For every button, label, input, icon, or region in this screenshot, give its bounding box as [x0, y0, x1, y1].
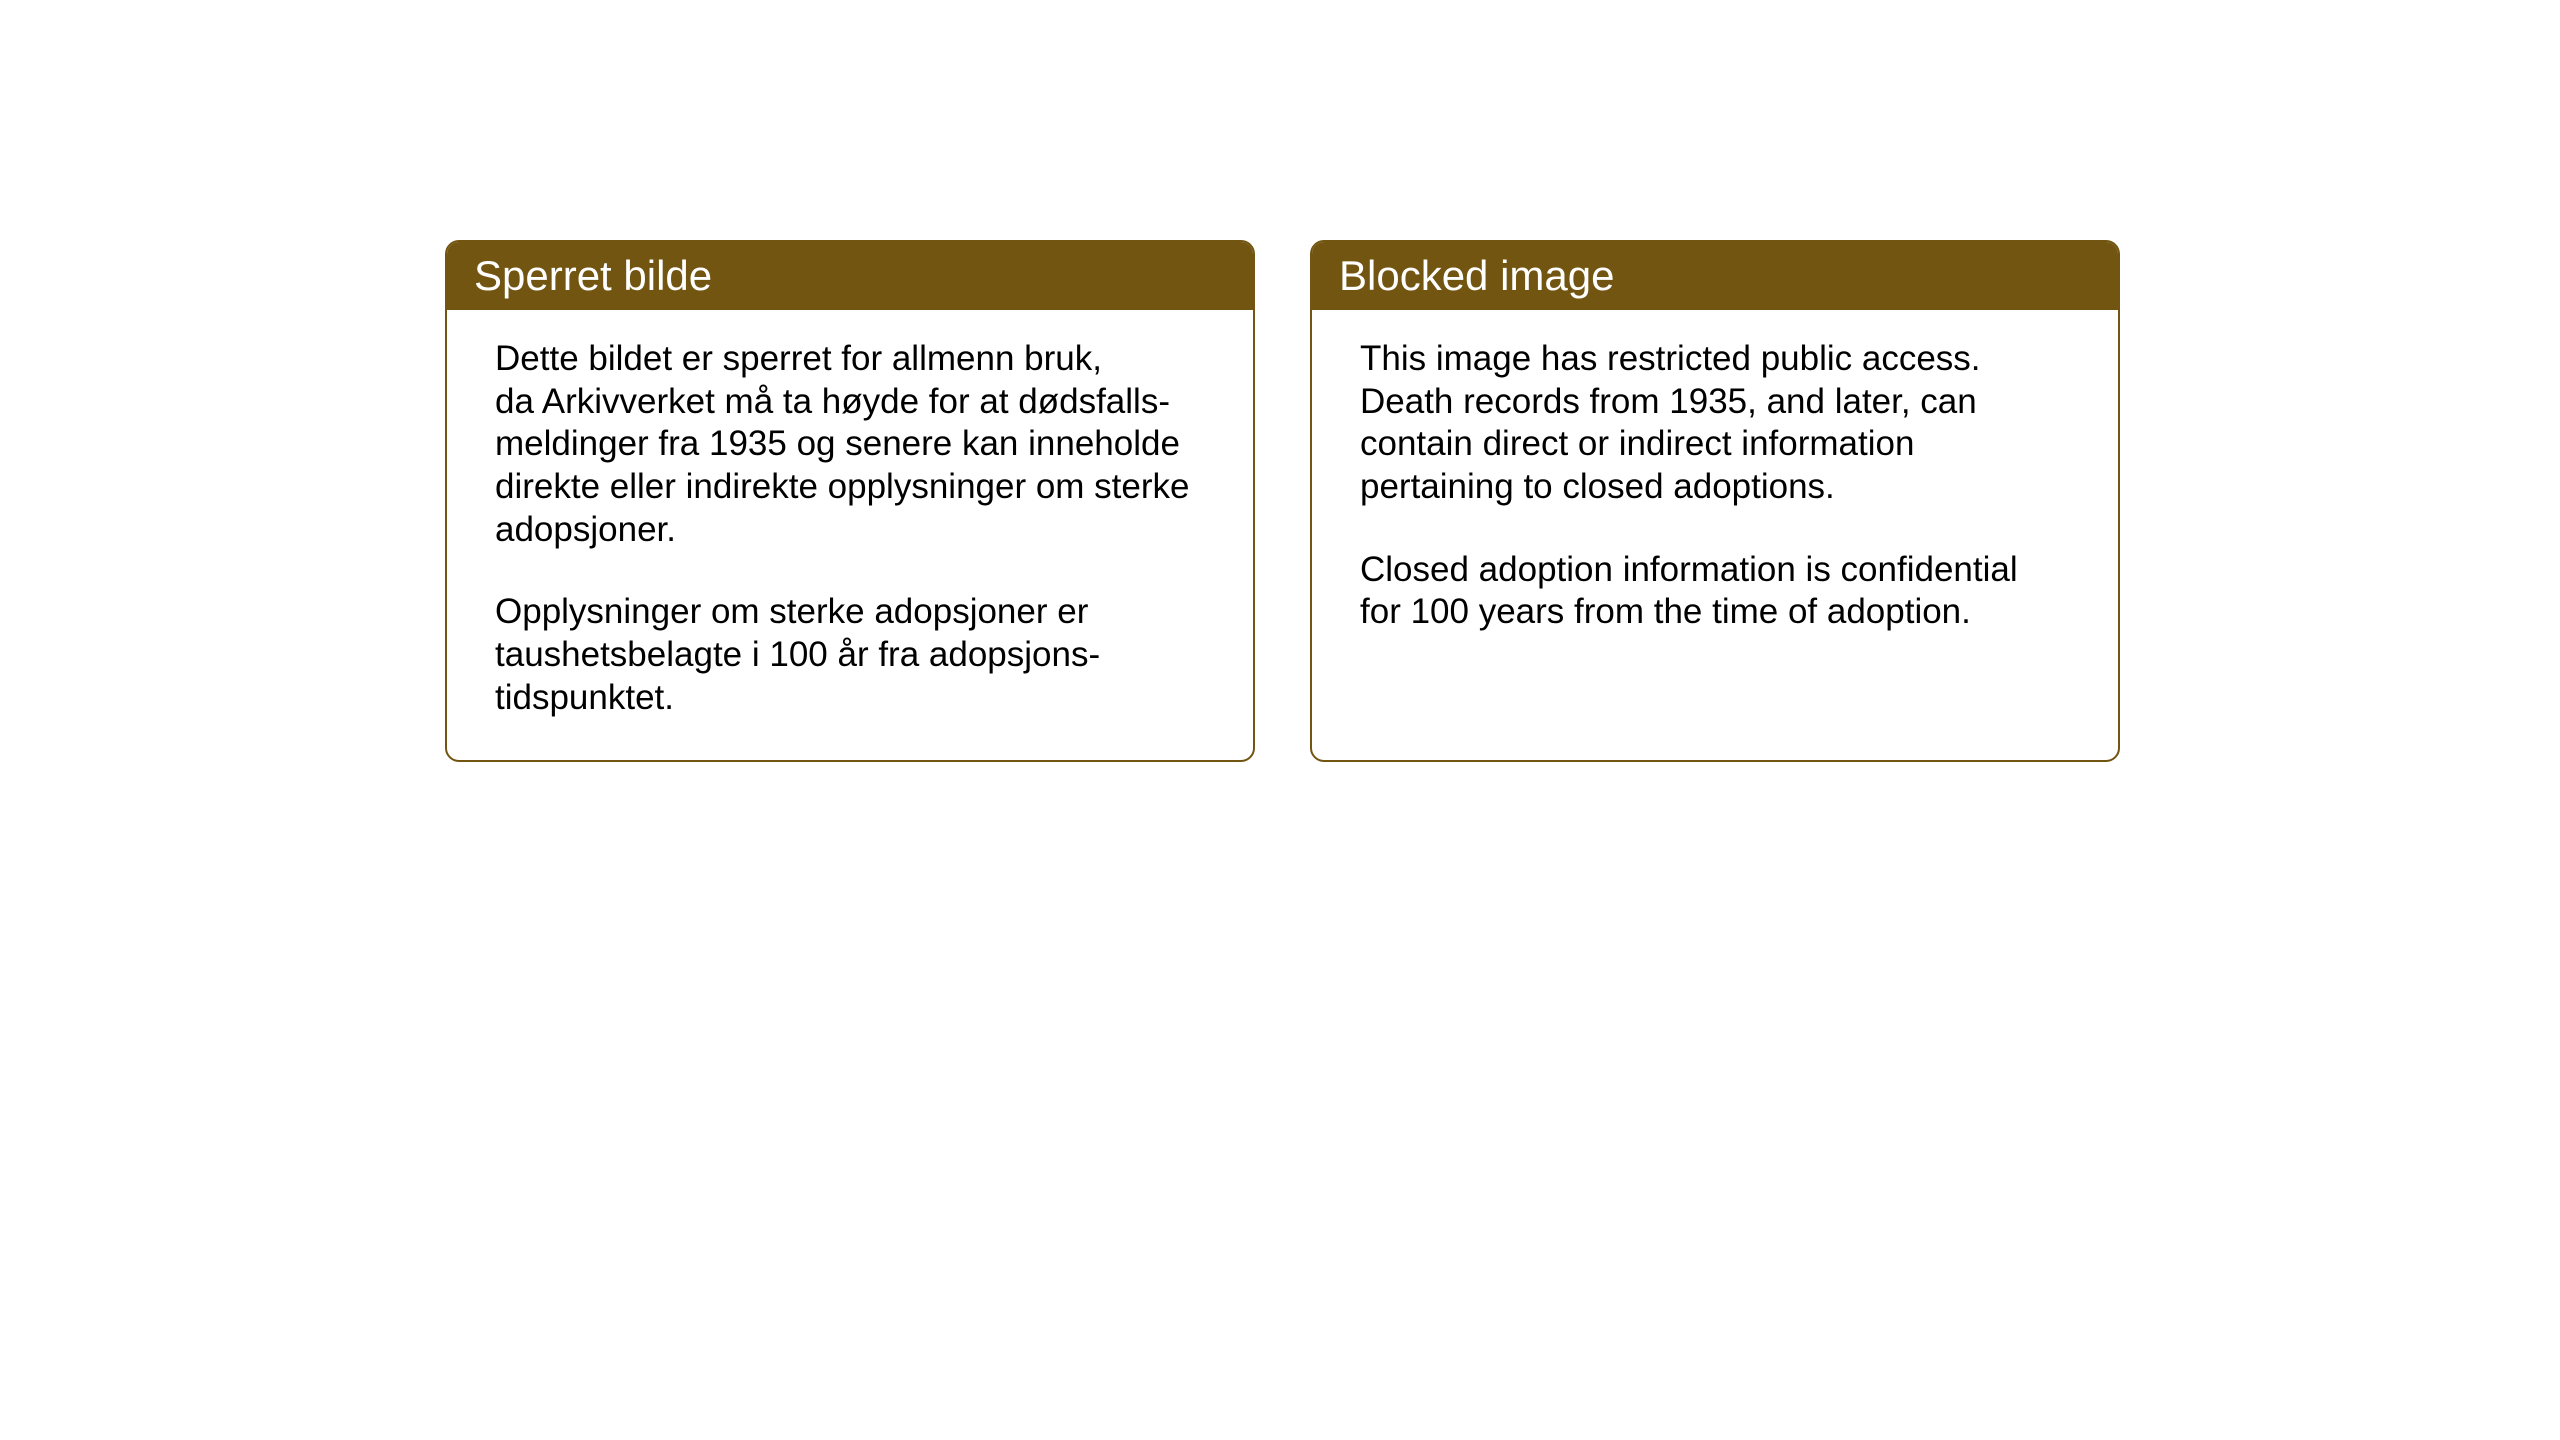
- norwegian-card-title: Sperret bilde: [447, 242, 1253, 310]
- norwegian-paragraph-1: Dette bildet er sperret for allmenn bruk…: [495, 338, 1205, 551]
- english-notice-card: Blocked image This image has restricted …: [1310, 240, 2120, 762]
- norwegian-card-body: Dette bildet er sperret for allmenn bruk…: [447, 310, 1253, 760]
- english-card-title: Blocked image: [1312, 242, 2118, 310]
- norwegian-paragraph-2: Opplysninger om sterke adopsjoner ertaus…: [495, 591, 1205, 719]
- english-paragraph-2: Closed adoption information is confident…: [1360, 549, 2070, 634]
- notice-cards-container: Sperret bilde Dette bildet er sperret fo…: [445, 240, 2120, 762]
- english-paragraph-1: This image has restricted public access.…: [1360, 338, 2070, 509]
- norwegian-notice-card: Sperret bilde Dette bildet er sperret fo…: [445, 240, 1255, 762]
- english-card-body: This image has restricted public access.…: [1312, 310, 2118, 760]
